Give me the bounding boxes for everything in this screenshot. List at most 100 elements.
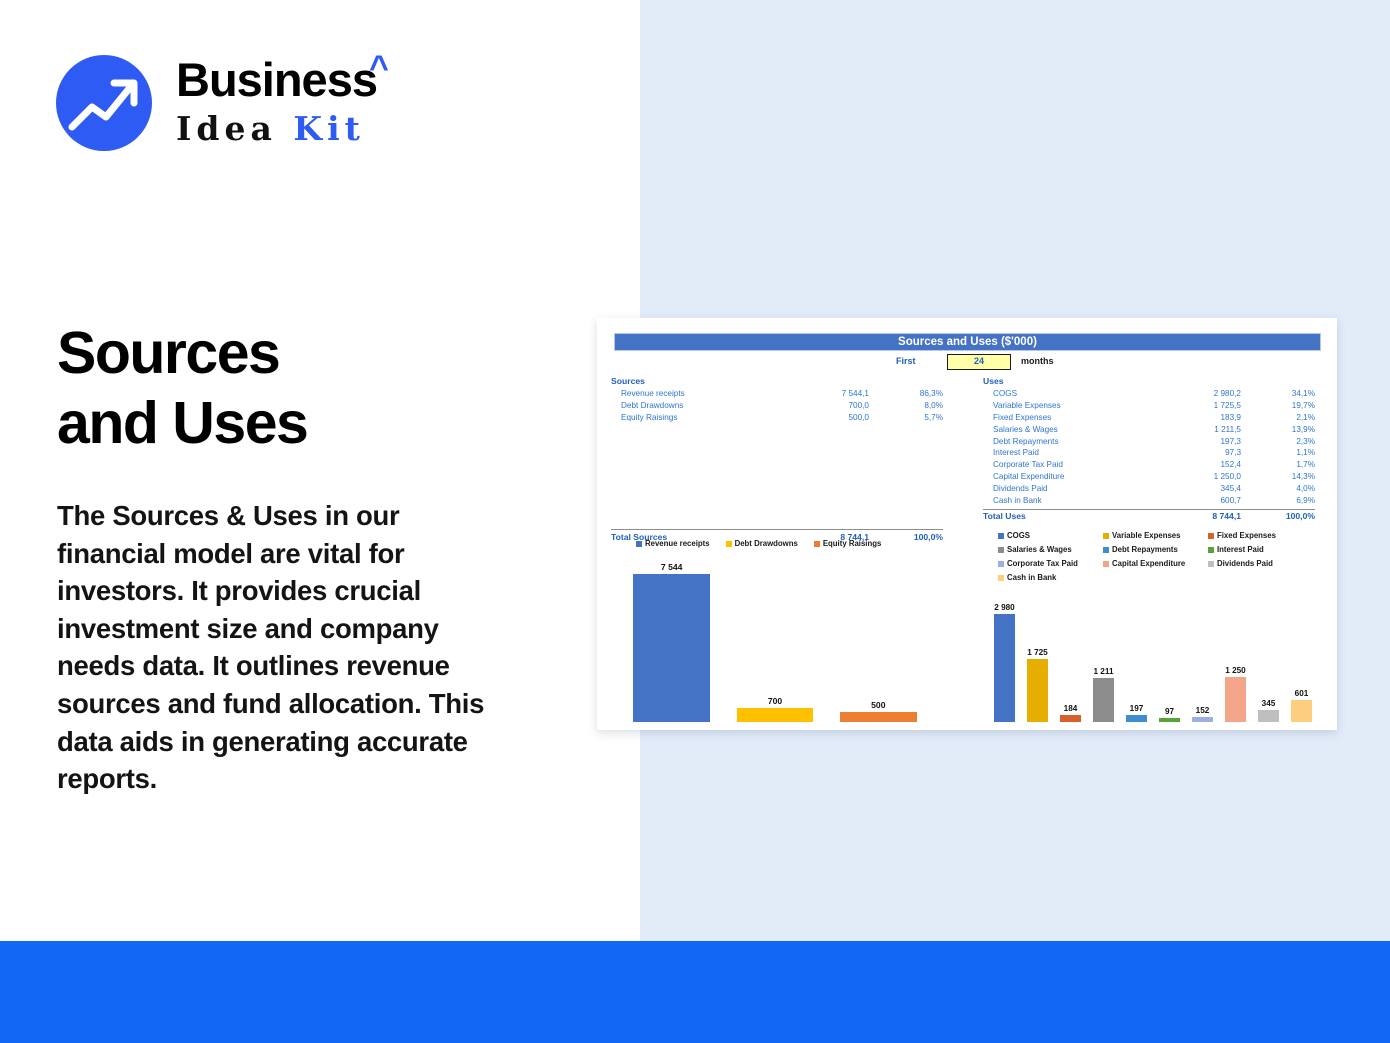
logo-circumflex-accent: ^ (369, 49, 389, 87)
uses-row-value: 345,4 (1220, 483, 1242, 493)
bar-value-label: 601 (1294, 689, 1309, 699)
footer-bar (0, 941, 1390, 1043)
uses-bar-chart: 2 980 1 725 184 1 211 197 97 152 1 250 345 601 (988, 600, 1318, 722)
sources-row-pct: 8,0% (924, 401, 943, 411)
bar-rect (1224, 676, 1247, 722)
logo-word-idea: Idea (176, 109, 277, 148)
legend-label: Cash in Bank (1007, 573, 1057, 582)
bar-rect (1257, 709, 1280, 722)
legend-swatch-icon (1103, 546, 1109, 553)
legend-swatch-icon (1208, 546, 1214, 553)
legend-swatch-icon (813, 540, 820, 547)
uses-row-value: 152,4 (1220, 460, 1242, 470)
logo-business-text: Business (176, 53, 378, 106)
sources-row-label: Debt Drawdowns (621, 401, 684, 411)
sources-row-label: Revenue receipts (621, 389, 685, 399)
sources-and-uses-card: Sources and Uses ($'000) First 24 months… (597, 318, 1337, 730)
uses-total-pct: 100,0% (1285, 511, 1315, 522)
bar-value-label: 97 (1164, 707, 1175, 716)
sources-bar-chart: 7 544 700 500 (620, 560, 930, 722)
bar-rect (1092, 678, 1115, 722)
legend-swatch-icon (998, 560, 1004, 567)
uses-total-row: Total Uses 8 744,1 100,0% (983, 508, 1315, 523)
uses-row-value: 97,3 (1225, 448, 1241, 458)
legend-swatch-icon (1103, 532, 1109, 539)
legend-item: Corporate Tax Paid (998, 559, 1103, 568)
sources-total-value: 8 744,1 (840, 531, 869, 542)
sources-bars: 7 544 700 500 (620, 560, 930, 722)
table-row: Cash in Bank 600,7 6,9% (983, 494, 1315, 506)
legend-item: Variable Expenses (1103, 531, 1208, 540)
legend-item: COGS (998, 531, 1103, 540)
table-row: Capital Expenditure 1 250,0 14,3% (983, 471, 1315, 483)
bar-slot: 7 544 (620, 560, 723, 722)
page-title: Sources and Uses (57, 318, 577, 458)
bar-slot: 184 (1054, 600, 1087, 722)
uses-row-pct: 1,7% (1296, 460, 1315, 470)
uses-row-label: Fixed Expenses (993, 412, 1052, 422)
uses-row-label: Cash in Bank (993, 495, 1042, 505)
bar-slot: 1 725 (1021, 600, 1054, 722)
uses-row-label: Variable Expenses (993, 401, 1061, 411)
uses-row-value: 600,7 (1220, 495, 1242, 505)
legend-label: Dividends Paid (1217, 559, 1273, 568)
bar-value-label: 1 211 (1093, 667, 1114, 677)
uses-row-value: 1 725,5 (1213, 401, 1241, 411)
table-row: Interest Paid 97,3 1,1% (983, 447, 1315, 459)
table-row: Debt Drawdowns 700,0 8,0% (611, 400, 943, 412)
legend-swatch-icon (998, 532, 1004, 539)
bar-rect (1191, 716, 1214, 722)
legend-item: Debt Repayments (1103, 545, 1208, 554)
legend-swatch-icon (998, 546, 1004, 553)
logo-word-kit: Kit (293, 109, 365, 148)
months-input[interactable]: 24 (947, 354, 1011, 370)
legend-swatch-icon (1208, 532, 1214, 539)
uses-row-pct: 6,9% (1296, 495, 1315, 505)
legend-item: Dividends Paid (1208, 559, 1313, 568)
bar-value-label: 197 (1129, 703, 1144, 713)
months-control-row: First 24 months (614, 354, 1321, 372)
bar-rect (736, 708, 814, 722)
uses-row-label: Capital Expenditure (993, 471, 1065, 481)
logo-line-two: Idea Kit (176, 108, 377, 150)
bar-value-label: 7 544 (660, 562, 683, 572)
page-title-line1: Sources (57, 320, 281, 386)
table-row: Equity Raisings 500,0 5,7% (611, 412, 943, 424)
table-row: Corporate Tax Paid 152,4 1,7% (983, 459, 1315, 471)
uses-table-header: Uses (983, 376, 1004, 386)
bar-value-label: 1 725 (1027, 648, 1048, 658)
legend-swatch-icon (636, 540, 642, 547)
bar-slot: 700 (723, 560, 826, 722)
sources-total-pct: 100,0% (913, 531, 943, 542)
bar-value-label: 184 (1063, 704, 1078, 714)
months-prefix-label: First (896, 356, 916, 366)
uses-rows: COGS 2 980,2 34,1% Variable Expenses 1 725,5… (983, 388, 1315, 506)
bar-slot: 345 (1252, 600, 1285, 722)
sources-row-value: 700,0 (848, 401, 870, 411)
legend-label: Revenue receipts (645, 539, 710, 548)
legend-label: COGS (1007, 531, 1030, 540)
legend-swatch-icon (1103, 560, 1109, 567)
page-description: The Sources & Uses in our financial mode… (57, 500, 485, 795)
bar-slot: 152 (1186, 600, 1219, 722)
page-title-line2: and Uses (57, 390, 309, 456)
legend-item: Interest Paid (1208, 545, 1313, 554)
bar-slot: 601 (1285, 600, 1318, 722)
uses-row-pct: 4,0% (1296, 483, 1315, 493)
bar-slot: 97 (1153, 600, 1186, 722)
table-row: Salaries & Wages 1 211,5 13,9% (983, 423, 1315, 435)
uses-row-value: 183,9 (1220, 412, 1242, 422)
legend-item: Cash in Bank (998, 573, 1103, 582)
legend-label: Interest Paid (1217, 545, 1264, 554)
table-row: COGS 2 980,2 34,1% (983, 388, 1315, 400)
bar-slot: 500 (827, 560, 930, 722)
uses-row-label: Interest Paid (993, 448, 1039, 458)
uses-row-label: Dividends Paid (993, 483, 1048, 493)
bar-slot: 197 (1120, 600, 1153, 722)
bar-slot: 2 980 (988, 600, 1021, 722)
table-row: Revenue receipts 7 544,1 86,3% (611, 388, 943, 400)
logo-word-business: Business ^ (176, 51, 389, 108)
sources-row-value: 7 544,1 (841, 389, 869, 399)
sources-row-value: 500,0 (848, 412, 870, 422)
uses-row-pct: 13,9% (1291, 424, 1315, 434)
